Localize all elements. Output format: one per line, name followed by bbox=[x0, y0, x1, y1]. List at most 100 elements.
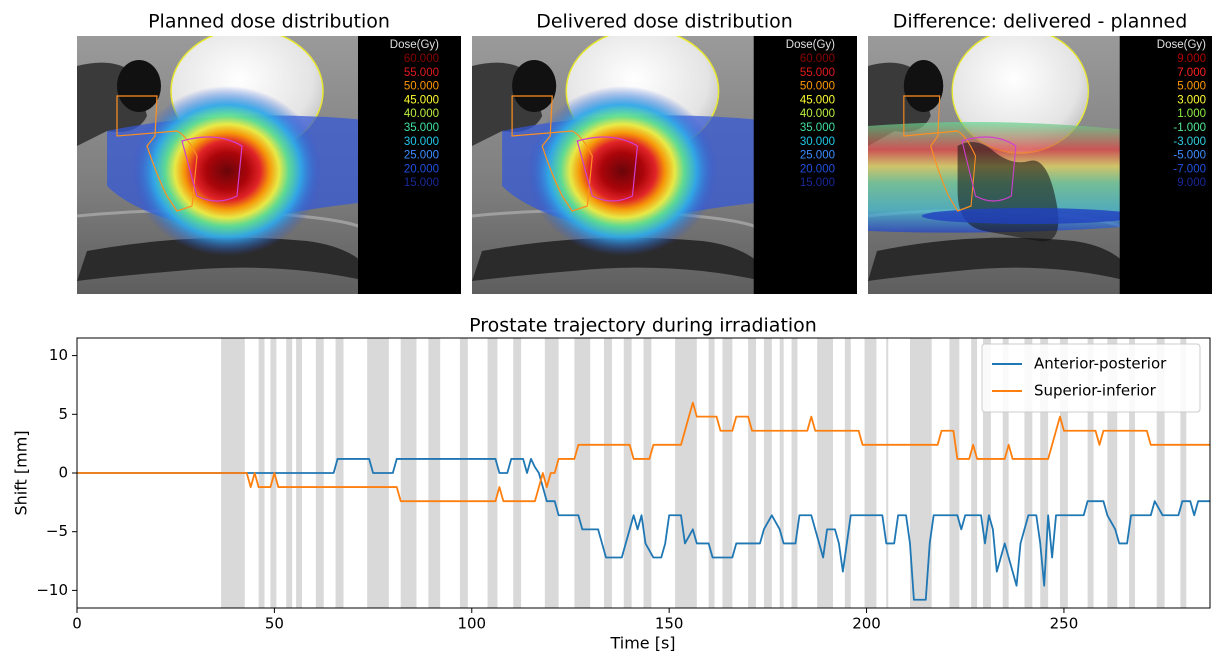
contour-orange bbox=[903, 95, 977, 212]
shaded-interval bbox=[844, 338, 851, 608]
legend-box bbox=[981, 343, 1201, 413]
colorbar-label: -7.000 bbox=[1173, 163, 1206, 175]
contour-orange bbox=[116, 95, 198, 212]
legend-label: Superior-inferior bbox=[1034, 382, 1157, 400]
shaded-interval bbox=[886, 338, 889, 608]
shaded-interval bbox=[1129, 338, 1135, 608]
image-content bbox=[77, 36, 461, 294]
colorbar-label: 35.000 bbox=[800, 122, 835, 134]
colorbar-title: Dose(Gy) bbox=[1157, 39, 1206, 51]
chart-title: Prostate trajectory during irradiation bbox=[469, 315, 817, 337]
shaded-interval bbox=[864, 338, 877, 608]
shaded-interval bbox=[1087, 338, 1094, 608]
y-axis-label: Shift [mm] bbox=[12, 430, 31, 515]
colorbar-label: 60.000 bbox=[404, 53, 439, 65]
shaded-interval bbox=[675, 338, 697, 608]
colorbar-label: 35.000 bbox=[404, 122, 439, 134]
legend-label: Anterior-posterior bbox=[1034, 355, 1167, 373]
colorbar-label: 5.000 bbox=[1177, 81, 1206, 93]
panel-title: Delivered dose distribution bbox=[536, 11, 793, 33]
shaded-interval bbox=[971, 338, 978, 608]
shaded-interval bbox=[748, 338, 757, 608]
image-content bbox=[472, 36, 857, 294]
shaded-interval bbox=[623, 338, 632, 608]
series-line bbox=[77, 401, 1210, 503]
colorbar-bg bbox=[753, 36, 857, 294]
shaded-interval bbox=[779, 338, 784, 608]
shaded-interval bbox=[949, 338, 960, 608]
x-tick-label: 250 bbox=[1050, 615, 1079, 633]
shaded-interval bbox=[459, 338, 468, 608]
mri-image bbox=[77, 36, 461, 294]
colorbar-label: 55.000 bbox=[404, 67, 439, 79]
rectum-wall bbox=[77, 237, 367, 281]
shaded-interval bbox=[722, 338, 733, 608]
contour-magenta bbox=[961, 136, 1017, 202]
shaded-interval bbox=[643, 338, 652, 608]
colorbar-bg bbox=[358, 36, 461, 294]
colorbar-label: 20.000 bbox=[800, 163, 835, 175]
panel-title: Difference: delivered - planned bbox=[893, 11, 1188, 33]
x-tick-label: 50 bbox=[265, 615, 284, 633]
colorbar-label: 15.000 bbox=[800, 177, 835, 189]
shaded-interval bbox=[983, 338, 991, 608]
shaded-interval bbox=[1107, 338, 1118, 608]
colorbar-label: 60.000 bbox=[800, 53, 835, 65]
colorbar-label: -1.000 bbox=[1173, 122, 1206, 134]
shaded-interval bbox=[1040, 338, 1049, 608]
colorbar-label: -3.000 bbox=[1173, 136, 1206, 148]
colorbar-label: 40.000 bbox=[404, 108, 439, 120]
image-content bbox=[868, 36, 1212, 294]
series-line bbox=[77, 458, 1210, 601]
contour-orange bbox=[511, 95, 593, 212]
shaded-interval bbox=[428, 338, 441, 608]
colorbar-label: 45.000 bbox=[800, 94, 835, 106]
colorbar-label: 15.000 bbox=[404, 177, 439, 189]
y-tick-label: 10 bbox=[49, 346, 68, 364]
shaded-interval bbox=[1002, 338, 1009, 608]
colorbar-label: 1.000 bbox=[1177, 108, 1206, 120]
shaded-interval bbox=[817, 338, 833, 608]
colorbar-label: 3.000 bbox=[1177, 94, 1206, 106]
x-tick-label: 0 bbox=[72, 615, 82, 633]
x-tick-label: 150 bbox=[655, 615, 684, 633]
shaded-interval bbox=[708, 338, 715, 608]
air-cavity bbox=[903, 60, 944, 112]
shaded-interval bbox=[1059, 338, 1068, 608]
dose-high bbox=[527, 86, 718, 256]
colorbar-label: 20.000 bbox=[404, 163, 439, 175]
shaded-interval bbox=[604, 338, 612, 608]
y-tick-label: 5 bbox=[58, 405, 68, 423]
contour-magenta bbox=[181, 136, 243, 202]
colorbar-label: 50.000 bbox=[800, 81, 835, 93]
colorbar-label: 9.000 bbox=[1177, 53, 1206, 65]
colorbar-label: 40.000 bbox=[800, 108, 835, 120]
colorbar-title: Dose(Gy) bbox=[786, 39, 835, 51]
dose-diff-band bbox=[921, 208, 1137, 224]
shaded-interval bbox=[400, 338, 417, 608]
shaded-interval bbox=[513, 338, 522, 608]
rectum-wall bbox=[868, 237, 1128, 281]
y-tick-label: −10 bbox=[36, 581, 68, 599]
colorbar-label: 9.000 bbox=[1177, 177, 1206, 189]
mri-image bbox=[868, 36, 1212, 294]
y-tick-label: 0 bbox=[58, 464, 68, 482]
colorbar-bg bbox=[1119, 36, 1212, 294]
panel-title: Planned dose distribution bbox=[148, 11, 390, 33]
plot-frame bbox=[76, 337, 1211, 609]
shaded-interval bbox=[574, 338, 591, 608]
colorbar-title: Dose(Gy) bbox=[390, 39, 439, 51]
x-tick-label: 100 bbox=[457, 615, 486, 633]
colorbar-label: 7.000 bbox=[1177, 67, 1206, 79]
air-cavity bbox=[117, 60, 161, 112]
colorbar-label: -5.000 bbox=[1173, 150, 1206, 162]
shaded-interval bbox=[1180, 338, 1187, 608]
shaded-interval bbox=[763, 338, 772, 608]
colorbar-label: 55.000 bbox=[800, 67, 835, 79]
shaded-interval bbox=[1024, 338, 1033, 608]
shaded-interval bbox=[909, 338, 932, 608]
shaded-interval bbox=[791, 338, 798, 608]
colorbar-label: 45.000 bbox=[404, 94, 439, 106]
x-axis-label: Time [s] bbox=[609, 634, 675, 653]
